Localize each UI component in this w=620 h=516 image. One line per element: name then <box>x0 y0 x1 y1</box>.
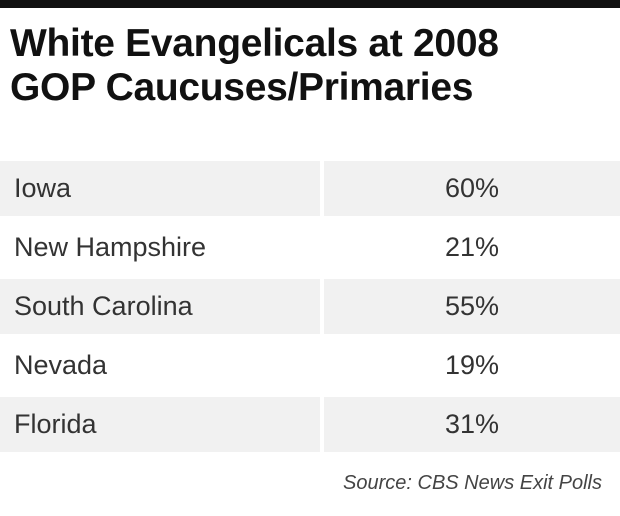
table-row: South Carolina 55% <box>0 279 620 334</box>
percent-cell: 31% <box>324 397 620 452</box>
data-table: Iowa 60% New Hampshire 21% South Carolin… <box>0 161 620 456</box>
title-line-1: White Evangelicals at 2008 <box>10 22 499 65</box>
percent-cell: 21% <box>444 232 500 262</box>
table-row: Iowa 60% <box>0 161 620 216</box>
percent-cell: 55% <box>324 279 620 334</box>
title-line-2: GOP Caucuses/Primaries <box>10 66 474 109</box>
source-note: Source: CBS News Exit Polls <box>343 472 602 494</box>
table-row: Nevada 19% <box>0 338 620 393</box>
top-rule <box>0 0 620 8</box>
percent-cell: 60% <box>324 161 620 216</box>
state-cell: Nevada <box>14 350 108 380</box>
chart-title: White Evangelicals at 2008 GOP Caucuses/… <box>10 22 610 110</box>
table-row: Florida 31% <box>0 397 620 452</box>
state-cell: Florida <box>0 397 320 452</box>
table-row: New Hampshire 21% <box>0 220 620 275</box>
state-cell: New Hampshire <box>14 232 207 262</box>
state-cell: Iowa <box>0 161 320 216</box>
percent-cell: 19% <box>444 350 500 380</box>
state-cell: South Carolina <box>0 279 320 334</box>
